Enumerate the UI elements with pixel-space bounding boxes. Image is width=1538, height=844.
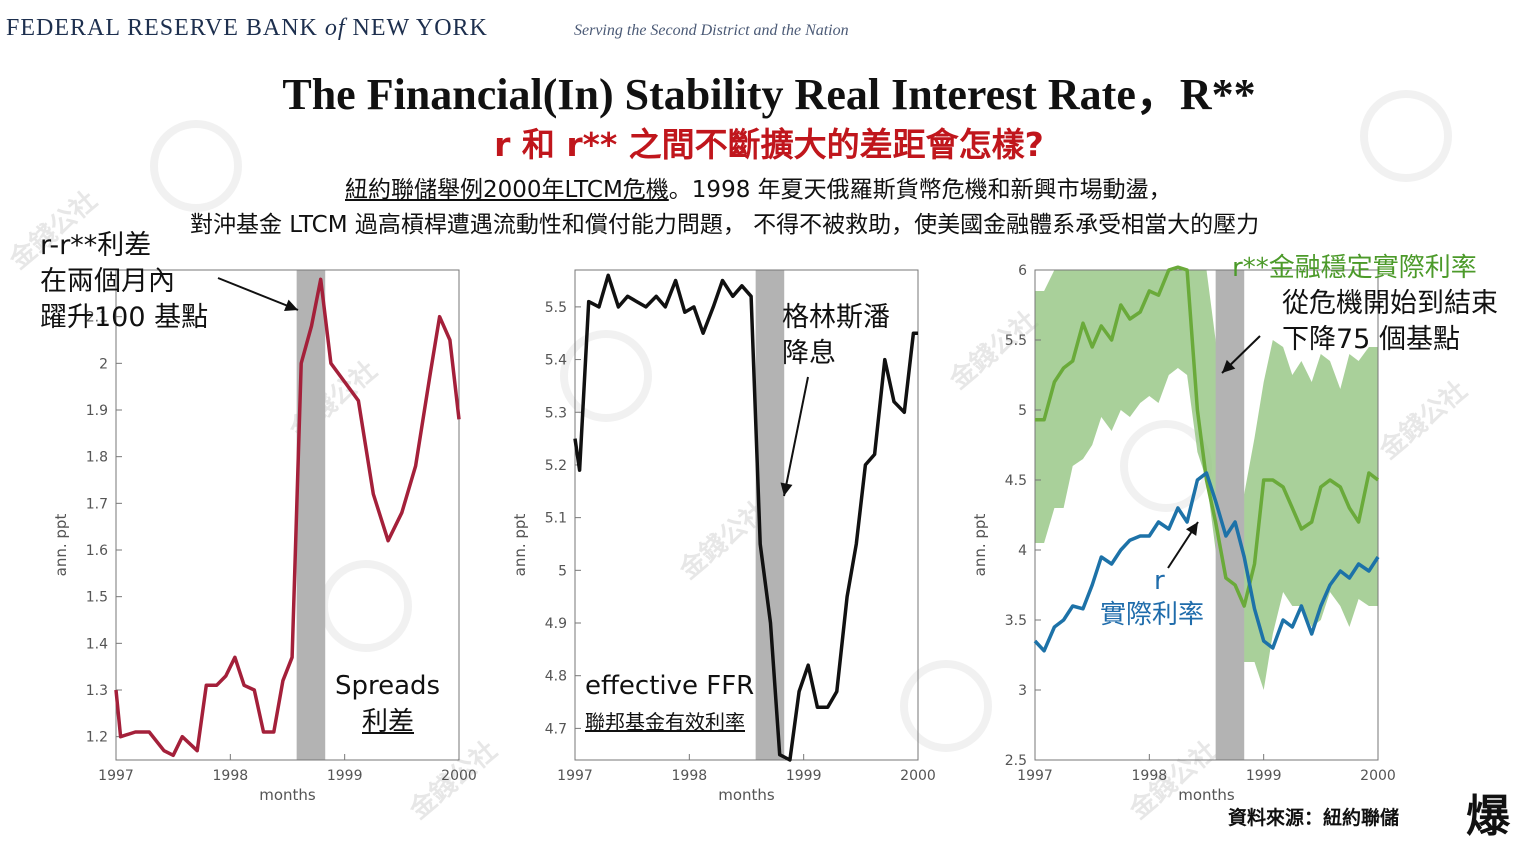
x-tick-label: 1997 bbox=[1017, 768, 1053, 784]
spread-note: r-r**利差 在兩個月內 躍升100 基點 bbox=[40, 228, 208, 336]
r-series-line bbox=[1033, 471, 1380, 653]
x-tick-label: 1997 bbox=[557, 768, 593, 784]
x-tick-label: 2000 bbox=[441, 768, 477, 784]
y-tick-label: 5 bbox=[1018, 403, 1027, 419]
y-tick-label: 1.9 bbox=[86, 403, 108, 419]
rstar-arrow-head bbox=[1222, 359, 1236, 373]
spreads-zh-label: 利差 bbox=[362, 707, 415, 737]
slide-title: The Financial(In) Stability Real Interes… bbox=[282, 70, 1256, 119]
spread-note-line: 在兩個月內 bbox=[40, 266, 175, 297]
ffr-zh-label: 聯邦基金有效利率 bbox=[585, 710, 745, 734]
plot-frame bbox=[1034, 269, 1379, 761]
bank-tagline: Serving the Second District and the Nati… bbox=[574, 22, 849, 39]
rstar-note-line: 從危機開始到結束 bbox=[1282, 288, 1498, 319]
x-tick-label: 1998 bbox=[672, 768, 708, 784]
y-tick-label: 1.6 bbox=[86, 543, 108, 559]
r-arrow-head bbox=[1186, 522, 1198, 536]
r-label: r bbox=[1154, 566, 1165, 596]
x-tick-label: 1997 bbox=[98, 768, 134, 784]
rstar-note-line: 下降75 個基點 bbox=[1282, 324, 1460, 355]
y-tick-label: 5.1 bbox=[545, 511, 567, 527]
y-tick-label: 5.3 bbox=[545, 405, 567, 421]
y-tick-label: 5 bbox=[558, 563, 567, 579]
greenspan-arrow bbox=[783, 376, 809, 497]
y-tick-label: 2 bbox=[99, 356, 108, 372]
slide-subtitle: r 和 r** 之間不斷擴大的差距會怎樣? bbox=[494, 125, 1044, 164]
ffr-series-line bbox=[573, 273, 918, 762]
y-tick-label: 1.3 bbox=[86, 683, 108, 699]
y-tick-label: 4.5 bbox=[1005, 473, 1027, 489]
crisis-shading bbox=[296, 270, 326, 760]
y-tick-label: 3 bbox=[1018, 683, 1027, 699]
x-tick-label: 1999 bbox=[1246, 768, 1282, 784]
watermark-lock-icon bbox=[150, 120, 242, 212]
plot-frame bbox=[115, 269, 460, 761]
spread-note-line: 躍升100 基點 bbox=[40, 302, 209, 333]
ffr-label: effective FFR bbox=[585, 671, 755, 701]
y-tick-label: 5.5 bbox=[1005, 333, 1027, 349]
y-axis-label: ann. ppt bbox=[52, 514, 70, 577]
description-line-1: 紐約聯儲舉例2000年LTCM危機。1998 年夏天俄羅斯貨幣危機和新興市場動盪… bbox=[345, 177, 1172, 203]
y-tick-label: 3.5 bbox=[1005, 613, 1027, 629]
spread-series-line bbox=[114, 277, 461, 758]
spread-arrow bbox=[217, 277, 299, 311]
y-tick-label: 4.8 bbox=[545, 669, 567, 685]
bank-name: FEDERAL RESERVE BANK of NEW YORK bbox=[6, 15, 488, 41]
x-axis-label: months bbox=[718, 786, 775, 804]
greenspan-note: 格林斯潘 降息 bbox=[782, 300, 890, 372]
spread-arrow-head bbox=[284, 299, 298, 311]
y-tick-label: 2.1 bbox=[86, 310, 108, 326]
description-line-2: 對沖基金 LTCM 過高槓桿遭遇流動性和償付能力問題， 不得不被救助，使美國金融… bbox=[190, 212, 1260, 238]
spread-note-line: r-r**利差 bbox=[40, 230, 152, 261]
watermark-lock-icon bbox=[900, 660, 992, 752]
y-axis-label: ann. ppt bbox=[971, 514, 989, 577]
y-tick-label: 1.7 bbox=[86, 496, 108, 512]
spreads-label: Spreads bbox=[335, 671, 441, 701]
x-tick-label: 1998 bbox=[1132, 768, 1168, 784]
watermark-lock-icon bbox=[1360, 90, 1452, 182]
x-tick-label: 1999 bbox=[786, 768, 822, 784]
x-tick-label: 1999 bbox=[327, 768, 363, 784]
y-tick-label: 1.5 bbox=[86, 590, 108, 606]
greenspan-note-line: 降息 bbox=[782, 338, 836, 369]
rstar-title: r**金融穩定實際利率 bbox=[1232, 253, 1477, 283]
y-tick-label: 6 bbox=[1018, 263, 1027, 279]
plot-frame bbox=[574, 269, 919, 761]
brand-logo: 爆 bbox=[1466, 791, 1510, 842]
x-tick-label: 2000 bbox=[900, 768, 936, 784]
y-tick-label: 4 bbox=[1018, 543, 1027, 559]
r-zh-label: 實際利率 bbox=[1100, 600, 1205, 630]
greenspan-arrow-head bbox=[780, 482, 793, 496]
rstar-series-line bbox=[1035, 265, 1380, 608]
y-tick-label: 4.9 bbox=[545, 616, 567, 632]
greenspan-note-line: 格林斯潘 bbox=[782, 302, 890, 333]
y-tick-label: 4.7 bbox=[545, 721, 567, 737]
rstar-note: 從危機開始到結束 下降75 個基點 bbox=[1282, 286, 1498, 358]
y-tick-label: 5.2 bbox=[545, 458, 567, 474]
x-axis-label: months bbox=[259, 786, 316, 804]
x-tick-label: 1998 bbox=[213, 768, 249, 784]
x-axis-label: months bbox=[1178, 786, 1235, 804]
y-tick-label: 5.5 bbox=[545, 300, 567, 316]
y-axis-label: ann. ppt bbox=[511, 514, 529, 577]
source-note: 資料來源：紐約聯儲 bbox=[1228, 807, 1400, 829]
watermark-lock-icon bbox=[560, 330, 652, 422]
y-tick-label: 1.4 bbox=[86, 636, 108, 652]
y-tick-label: 5.4 bbox=[545, 353, 567, 369]
x-tick-label: 2000 bbox=[1360, 768, 1396, 784]
y-tick-label: 1.8 bbox=[86, 450, 108, 466]
y-tick-label: 2.5 bbox=[1005, 753, 1027, 769]
y-tick-label: 1.2 bbox=[86, 730, 108, 746]
